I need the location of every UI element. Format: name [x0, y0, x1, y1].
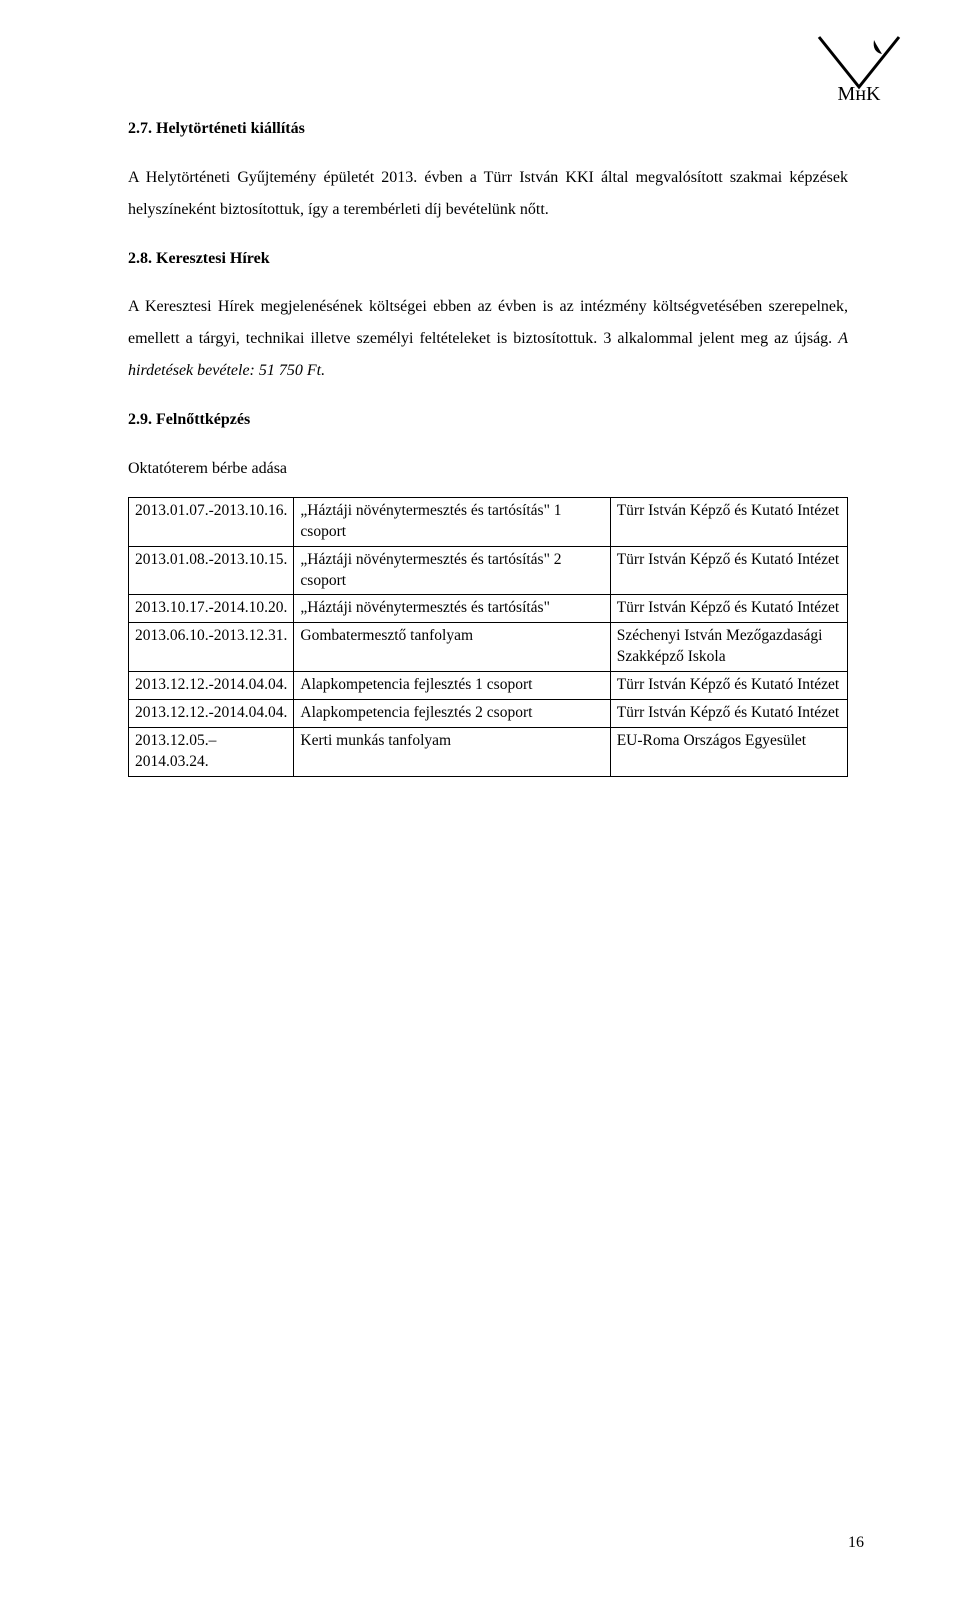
document-page: MнK 2.7. Helytörténeti kiállítás A Helyt… [0, 0, 960, 873]
cell-institution: Türr István Képző és Kutató Intézet [610, 497, 847, 546]
subheading-2-9: Oktatóterem bérbe adása [128, 453, 848, 485]
cell-date: 2013.12.12.-2014.04.04. [129, 700, 294, 728]
cell-date: 2013.01.07.-2013.10.16. [129, 497, 294, 546]
cell-institution: Türr István Képző és Kutató Intézet [610, 546, 847, 595]
cell-date: 2013.10.17.-2014.10.20. [129, 595, 294, 623]
table-row: 2013.12.12.-2014.04.04.Alapkompetencia f… [129, 672, 848, 700]
table-row: 2013.12.12.-2014.04.04.Alapkompetencia f… [129, 700, 848, 728]
table-row: 2013.10.17.-2014.10.20.„Háztáji növényte… [129, 595, 848, 623]
heading-2-7: 2.7. Helytörténeti kiállítás [128, 116, 848, 142]
table-row: 2013.01.07.-2013.10.16.„Háztáji növényte… [129, 497, 848, 546]
cell-date: 2013.12.05.– 2014.03.24. [129, 728, 294, 777]
cell-institution: Türr István Képző és Kutató Intézet [610, 700, 847, 728]
heading-2-8: 2.8. Keresztesi Hírek [128, 246, 848, 272]
cell-institution: EU-Roma Országos Egyesület [610, 728, 847, 777]
cell-institution: Széchenyi István Mezőgazdasági Szakképző… [610, 623, 847, 672]
cell-course: Gombatermesztő tanfolyam [294, 623, 610, 672]
cell-course: „Háztáji növénytermesztés és tartósítás" [294, 595, 610, 623]
table-row: 2013.12.05.– 2014.03.24.Kerti munkás tan… [129, 728, 848, 777]
cell-course: Alapkompetencia fejlesztés 1 csoport [294, 672, 610, 700]
page-number: 16 [848, 1530, 864, 1556]
logo: MнK [814, 32, 904, 104]
cell-institution: Türr István Képző és Kutató Intézet [610, 595, 847, 623]
cell-course: Kerti munkás tanfolyam [294, 728, 610, 777]
cell-course: Alapkompetencia fejlesztés 2 csoport [294, 700, 610, 728]
cell-institution: Türr István Képző és Kutató Intézet [610, 672, 847, 700]
training-table: 2013.01.07.-2013.10.16.„Háztáji növényte… [128, 497, 848, 777]
paragraph-2-8-body: A Keresztesi Hírek megjelenésének költsé… [128, 298, 848, 347]
heading-2-9: 2.9. Felnőttképzés [128, 407, 848, 433]
cell-date: 2013.01.08.-2013.10.15. [129, 546, 294, 595]
cell-date: 2013.12.12.-2014.04.04. [129, 672, 294, 700]
cell-course: „Háztáji növénytermesztés és tartósítás"… [294, 546, 610, 595]
cell-date: 2013.06.10.-2013.12.31. [129, 623, 294, 672]
table-row: 2013.01.08.-2013.10.15.„Háztáji növényte… [129, 546, 848, 595]
logo-text: MнK [838, 83, 881, 104]
table-row: 2013.06.10.-2013.12.31.Gombatermesztő ta… [129, 623, 848, 672]
paragraph-2-7: A Helytörténeti Gyűjtemény épületét 2013… [128, 162, 848, 226]
cell-course: „Háztáji növénytermesztés és tartósítás"… [294, 497, 610, 546]
paragraph-2-8: A Keresztesi Hírek megjelenésének költsé… [128, 291, 848, 387]
